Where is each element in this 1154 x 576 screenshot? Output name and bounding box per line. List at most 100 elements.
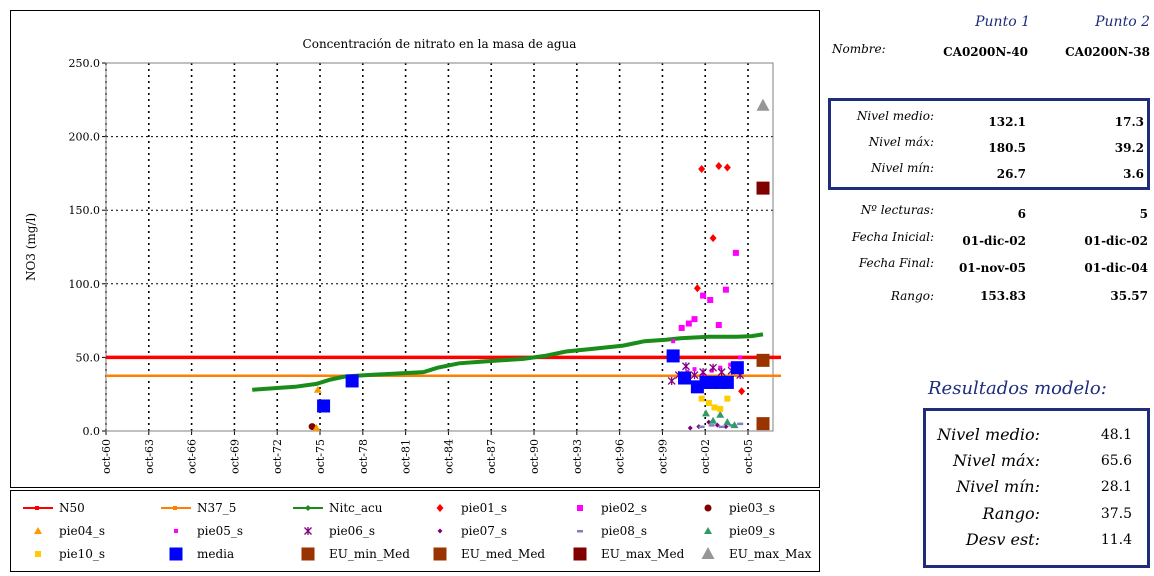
legend-label: EU_med_Med [461, 547, 546, 561]
legend-label: pie10_s [59, 547, 106, 561]
x-tick-label: oct-60 [100, 439, 113, 474]
series-pie02-s-point [722, 286, 729, 293]
x-tick-label: oct-69 [228, 439, 241, 474]
legend-marker [437, 528, 443, 534]
rango-punto-1: 153.83 [980, 289, 1026, 303]
x-tick-label: oct-72 [271, 439, 284, 474]
legend-symbol [34, 527, 42, 534]
chart-title: Concentración de nitrato en la masa de a… [303, 37, 577, 51]
series-pie04-s-point [312, 424, 321, 432]
legend-marker [301, 547, 315, 561]
series-pie05-s-point [738, 355, 743, 360]
column-header-punto-1: Punto 1 [975, 14, 1030, 30]
x-tick-label: oct-99 [656, 439, 669, 474]
series-pie07-s-point [714, 422, 720, 428]
series-pie06-s-point [717, 368, 726, 377]
legend-marker [433, 547, 447, 561]
legend-label: Nitc_acu [329, 501, 383, 515]
legend-label: media [197, 547, 235, 561]
series-media-point [666, 349, 680, 363]
series-media-point [345, 374, 359, 388]
legend-marker [169, 547, 183, 561]
x-tick-label: oct-87 [485, 439, 498, 474]
series-pie07-s-point [687, 425, 693, 431]
legend-symbol [293, 505, 323, 511]
x-tick-label: oct-90 [528, 439, 541, 474]
series-pie09-s [701, 409, 739, 429]
series-pie08-s-point [698, 425, 705, 429]
x-tick-label: oct-81 [400, 439, 413, 474]
fecha-inicial-punto-1: 01-dic-02 [962, 234, 1026, 248]
series-pie02-s-point [678, 324, 685, 331]
series-pie01-s-point [693, 284, 701, 293]
legend-symbol [23, 506, 53, 510]
legend-label: N37_5 [197, 501, 237, 515]
series-eu-max-max [756, 98, 770, 111]
x-tick-label: oct-02 [699, 439, 712, 474]
legend-marker [305, 505, 311, 511]
nivel-max-label: Nivel máx: [868, 135, 934, 149]
series-pie05-s-point [728, 362, 733, 367]
legend-marker [35, 506, 39, 510]
fecha-final-punto-2: 01-dic-04 [1084, 261, 1148, 275]
nombre-punto-2: CA0200N-38 [1065, 45, 1150, 59]
series-pie01-s [693, 162, 746, 396]
series-pie03-s [308, 423, 316, 431]
series-media-point [730, 361, 744, 375]
legend-symbol [174, 529, 178, 533]
series-pie10-s-point [705, 400, 712, 407]
model-max-label: Nivel máx: [953, 451, 1040, 470]
legend-symbol [573, 547, 587, 561]
nivel-min-punto-1: 26.7 [996, 167, 1026, 181]
x-tick-label: oct-84 [442, 439, 455, 474]
legend-symbol [436, 504, 444, 512]
x-tick-label: oct-75 [314, 439, 327, 474]
series-eu-max-med [756, 181, 770, 195]
lecturas-punto-2: 5 [1139, 207, 1148, 221]
x-tick-label: oct-96 [614, 439, 627, 474]
model-results-box [923, 408, 1150, 568]
model-max-value: 65.6 [1100, 453, 1132, 469]
legend-symbol [577, 505, 583, 511]
legend-symbol [704, 527, 712, 534]
series-pie01-s-point [698, 164, 706, 173]
nivel-medio-punto-1: 132.1 [988, 115, 1026, 129]
legend-label: pie01_s [461, 501, 508, 515]
plot-frame [105, 62, 774, 432]
series-pie02-s-point [685, 320, 692, 327]
series-pie09-s-point [716, 410, 725, 418]
model-medio-label: Nivel medio: [937, 425, 1040, 444]
series-pie09-s-point [730, 421, 739, 429]
legend-marker [704, 504, 712, 512]
lecturas-punto-1: 6 [1017, 207, 1026, 221]
series-pie06-s-point [709, 363, 718, 372]
fecha-final-punto-1: 01-nov-05 [958, 261, 1026, 275]
series-pie09-s-point [701, 409, 710, 417]
x-tick-label: oct-05 [742, 439, 755, 474]
series-pie02-s [678, 249, 739, 331]
legend-label: EU_min_Med [329, 547, 410, 561]
series-pie02-s-point [707, 296, 714, 303]
legend-marker [304, 527, 312, 535]
legend-symbol [35, 551, 41, 557]
legend-symbol [701, 547, 715, 559]
y-axis-label: NO3 (mg/l) [24, 213, 38, 281]
model-title: Resultados modelo: [928, 378, 1107, 399]
column-header-punto-2: Punto 2 [1095, 14, 1150, 30]
legend-symbol [704, 504, 712, 512]
series-eu-min-med-point [756, 417, 770, 431]
y-tick-label: 250.0 [69, 57, 101, 70]
legend-label: pie02_s [601, 501, 648, 515]
x-tick-label: oct-66 [186, 439, 199, 474]
series-eu-max-max-point [756, 98, 770, 111]
legend-label: pie03_s [729, 501, 776, 515]
legend-marker [573, 547, 587, 561]
series-pie08-s-point [737, 422, 744, 426]
chart-legend: N50 N37_5 Nitc_acu pie01_s pie02_s pie03_s pie… [10, 490, 820, 572]
legend-label: pie07_s [461, 524, 508, 538]
legend-label: pie04_s [59, 524, 106, 538]
legend-label: pie05_s [197, 524, 244, 538]
legend-label: pie09_s [729, 524, 776, 538]
y-tick-label: 100.0 [69, 278, 101, 291]
series-pie09-s-point [709, 416, 718, 424]
